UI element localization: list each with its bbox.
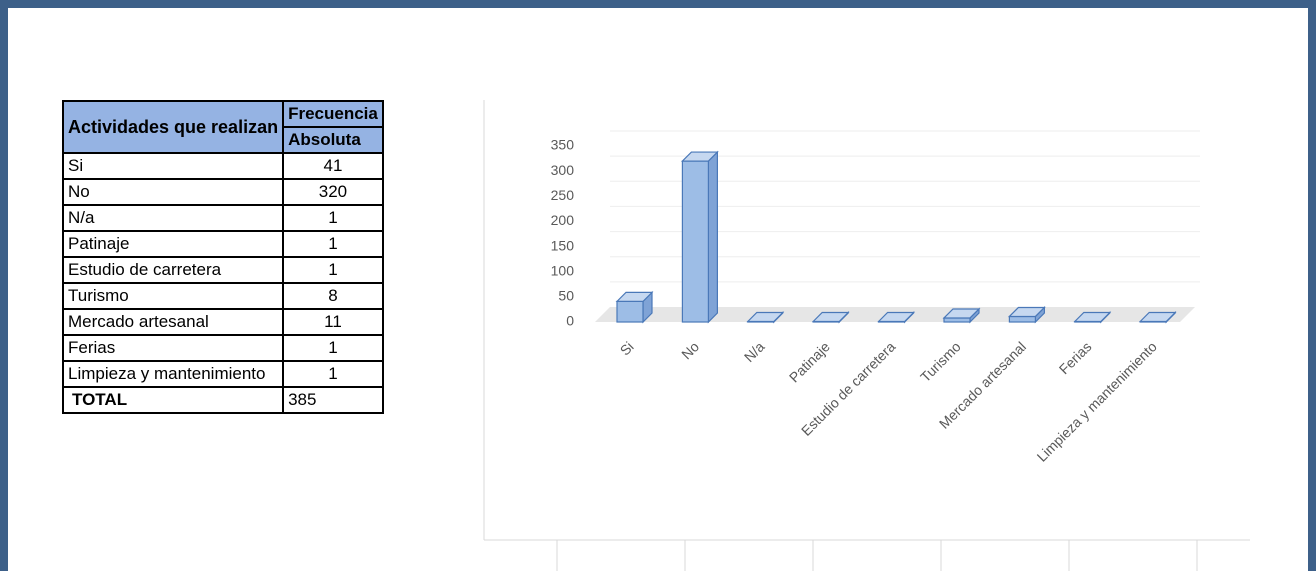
bar-side	[707, 150, 719, 324]
bar	[877, 311, 916, 324]
table-cell: N/a	[61, 204, 285, 232]
header-cell: Frecuencia	[282, 100, 384, 128]
bar-top	[1007, 306, 1046, 318]
bar	[1007, 306, 1046, 324]
table-cell: 11	[282, 308, 384, 336]
y-tick-label: 0	[566, 313, 574, 329]
bar-top	[680, 151, 719, 162]
bar-front	[1008, 315, 1037, 323]
bar	[680, 150, 719, 324]
x-tick-label: Si	[617, 338, 637, 358]
bar-top	[1073, 311, 1112, 323]
x-tick-label: Ferias	[1056, 338, 1095, 377]
table-cell: Turismo	[61, 282, 285, 310]
bar-top	[811, 311, 850, 323]
y-tick-label: 250	[551, 187, 575, 203]
x-tick-label: Patinaje	[786, 338, 833, 385]
header-cell: Absoluta	[282, 126, 384, 154]
table-cell: Ferias	[61, 334, 285, 362]
y-tick-label: 200	[551, 212, 575, 228]
y-tick-label: 350	[551, 137, 575, 153]
table-cell: 1	[282, 204, 384, 232]
table-cell: 8	[282, 282, 384, 310]
bar	[1073, 311, 1112, 324]
bar-front	[681, 160, 710, 323]
y-tick-label: 50	[558, 288, 574, 304]
bar	[811, 311, 850, 324]
x-tick-label: No	[678, 338, 702, 362]
bar-front	[616, 300, 644, 323]
table-cell: Limpieza y mantenimiento	[61, 360, 285, 388]
table-cell: Mercado artesanal	[61, 308, 285, 336]
y-tick-label: 100	[551, 262, 575, 278]
bar-top	[942, 308, 981, 319]
table-cell: No	[61, 178, 285, 206]
x-tick-label: Limpieza y mantenimiento	[1034, 338, 1160, 464]
sheet-grid	[483, 100, 1250, 571]
bar-top	[746, 311, 785, 323]
table-cell: 1	[282, 334, 384, 362]
bar	[615, 290, 654, 324]
y-tick-label: 300	[551, 162, 575, 178]
table-cell: Patinaje	[61, 230, 285, 258]
table-cell: 41	[282, 152, 384, 180]
bar-top	[615, 291, 654, 302]
bar	[746, 311, 785, 324]
table-cell: Estudio de carretera	[61, 256, 285, 284]
table-cell: Si	[61, 152, 285, 180]
table-cell: 1	[282, 256, 384, 284]
header-cell: Actividades que realizan	[61, 100, 285, 154]
x-tick-label: Turismo	[917, 338, 964, 385]
bar-top	[1138, 311, 1177, 323]
table-cell: TOTAL	[61, 386, 285, 414]
table-cell: 385	[282, 386, 384, 414]
x-tick-label: N/a	[741, 338, 768, 365]
table-cell: 1	[282, 230, 384, 258]
table-cell: 1	[282, 360, 384, 388]
bar-top	[877, 311, 916, 323]
y-tick-label: 150	[551, 237, 575, 253]
data-table: Actividades que realizan Frecuencia Abso…	[61, 100, 384, 414]
bar	[942, 307, 981, 324]
table-cell: 320	[282, 178, 384, 206]
bar-front	[943, 317, 971, 323]
bar	[1138, 311, 1177, 324]
